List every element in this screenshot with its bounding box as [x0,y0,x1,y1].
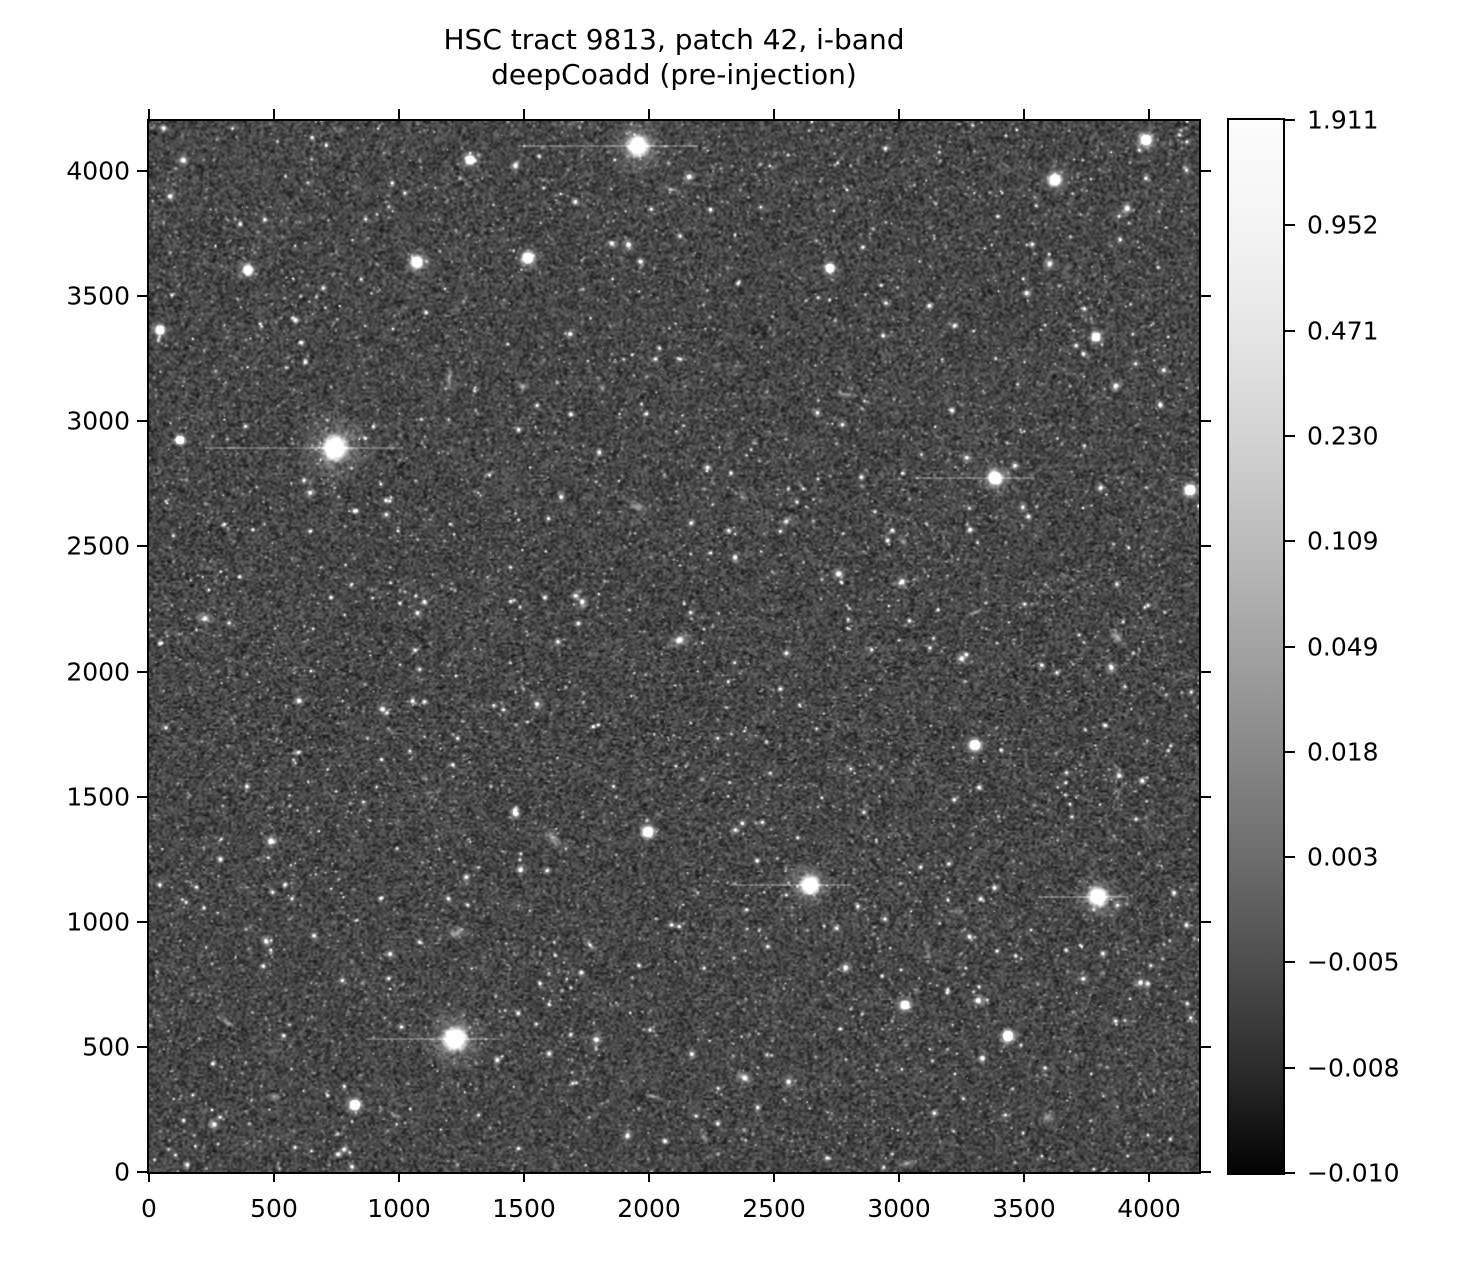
x-tick [1148,1172,1150,1182]
colorbar-tick [1285,434,1295,437]
y-tick [137,420,147,423]
colorbar-tick [1285,856,1295,859]
x-tick-label: 1000 [367,1194,431,1223]
x-tick [648,1172,650,1182]
colorbar-tick [1285,645,1295,648]
image-axes [147,119,1201,1174]
y-tick-right [1201,1171,1211,1173]
y-tick-label: 0 [114,1157,130,1187]
x-tick-label: 2000 [617,1194,681,1223]
y-tick-label: 3500 [66,281,130,311]
colorbar-tick [1285,540,1295,543]
colorbar-tick-label: 0.471 [1307,316,1379,346]
y-tick-label: 4000 [66,156,130,186]
x-tick-label: 3000 [867,1194,931,1223]
colorbar-tick [1285,119,1295,121]
colorbar-tick [1285,1172,1295,1174]
y-tick [137,670,147,673]
y-tick-right [1201,1045,1211,1048]
y-tick [137,795,147,798]
x-tick-label: 1500 [492,1194,556,1223]
y-tick [137,545,147,548]
y-tick [137,170,147,173]
plot-title: HSC tract 9813, patch 42, i-band deepCoa… [149,22,1199,92]
plot-title-line1: HSC tract 9813, patch 42, i-band [443,23,905,56]
colorbar-tick-label: 0.952 [1307,210,1379,240]
y-tick-label: 2000 [66,657,130,687]
y-tick-right [1201,170,1211,173]
y-tick [137,295,147,298]
colorbar-tick-label: 0.109 [1307,526,1379,556]
x-tick-top [523,109,525,119]
x-tick-top [1023,109,1025,119]
x-tick [273,1172,275,1182]
x-tick-label: 3500 [992,1194,1056,1223]
x-tick-label: 0 [141,1194,157,1223]
x-tick [398,1172,400,1182]
x-tick [773,1172,775,1182]
y-tick [137,920,147,923]
x-tick-label: 500 [250,1194,298,1223]
y-tick-right [1201,420,1211,423]
x-tick [1023,1172,1025,1182]
y-tick-right [1201,920,1211,923]
x-tick-top [398,109,400,119]
colorbar-tick-label: 0.003 [1307,842,1379,872]
x-tick-top [273,109,275,119]
y-tick-right [1201,795,1211,798]
colorbar [1227,118,1285,1175]
colorbar-tick [1285,1066,1295,1069]
x-tick-top [773,109,775,119]
y-tick-right [1201,295,1211,298]
x-tick-top [898,109,900,119]
colorbar-tick-label: 0.018 [1307,737,1379,767]
y-tick-right [1201,545,1211,548]
y-tick [137,1171,147,1173]
x-tick-top [148,109,150,119]
x-tick-label: 4000 [1117,1194,1181,1223]
colorbar-tick-label: −0.008 [1307,1053,1400,1083]
colorbar-tick [1285,750,1295,753]
y-tick-label: 500 [82,1032,130,1062]
x-tick [148,1172,150,1182]
y-tick-right [1201,670,1211,673]
y-tick [137,1045,147,1048]
colorbar-tick-label: −0.010 [1307,1158,1400,1188]
colorbar-tick [1285,224,1295,227]
y-tick-label: 3000 [66,406,130,436]
x-tick [898,1172,900,1182]
colorbar-tick [1285,961,1295,964]
colorbar-tick [1285,329,1295,332]
colorbar-tick-label: 1.911 [1307,105,1379,135]
colorbar-tick-label: −0.005 [1307,947,1400,977]
starfield-image [149,121,1199,1172]
y-tick-label: 1500 [66,782,130,812]
colorbar-tick-label: 0.230 [1307,421,1379,451]
y-tick-label: 2500 [66,531,130,561]
x-tick-label: 2500 [742,1194,806,1223]
x-tick [523,1172,525,1182]
x-tick-top [1148,109,1150,119]
plot-title-line2: deepCoadd (pre-injection) [491,58,857,91]
y-tick-label: 1000 [66,907,130,937]
colorbar-tick-label: 0.049 [1307,632,1379,661]
x-tick-top [648,109,650,119]
